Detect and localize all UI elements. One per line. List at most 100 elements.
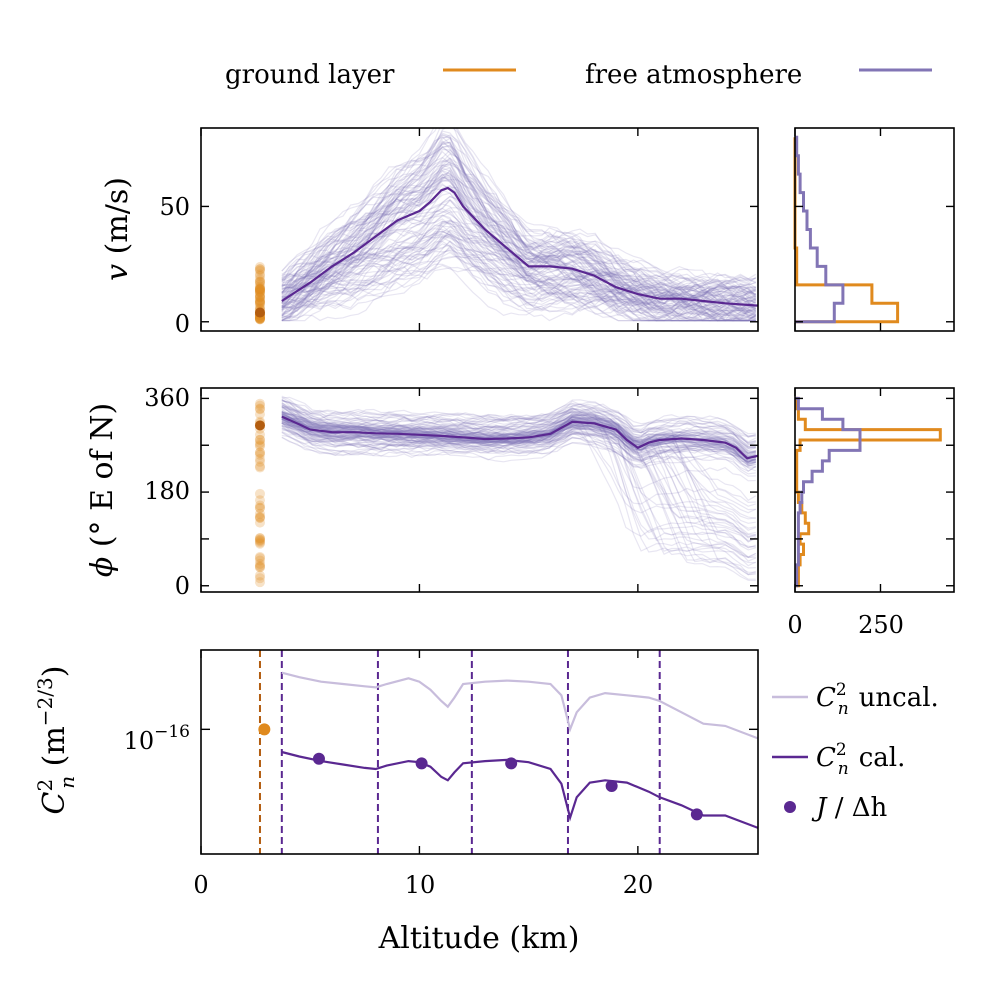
wind-direction-sample-line	[281, 436, 757, 466]
wind-direction-sample-line	[281, 400, 757, 455]
wind-direction-ground-point	[254, 462, 265, 473]
wind-direction-sample-line	[281, 413, 756, 542]
wind-speed-sample-line	[281, 157, 757, 304]
wind-speed-sample-line	[281, 192, 756, 322]
wind-direction-profile-lines	[281, 395, 757, 582]
wind-speed-ground-point	[254, 265, 265, 276]
j-point	[605, 780, 618, 792]
wind-direction-ground-point	[254, 573, 265, 584]
wind-speed-sample-line	[281, 249, 757, 322]
wind-speed-sample-line	[281, 159, 757, 310]
wind-direction-sample-line	[281, 410, 757, 445]
wind-speed-sample-line	[281, 176, 756, 318]
panel-wind-direction: 0 180 360 ϕ (° E of N)	[85, 384, 759, 600]
wind-speed-sample-line	[281, 245, 757, 322]
wind-speed-sample-line	[281, 136, 757, 305]
wind-speed-sample-line	[281, 207, 757, 322]
wind-speed-sample-line	[281, 232, 757, 315]
legend-ground-label: ground layer	[225, 60, 395, 90]
wind-direction-ground-point	[254, 553, 265, 564]
wind-direction-ground-point	[254, 555, 265, 566]
wind-speed-sample-line	[281, 218, 756, 322]
wind-direction-ground-point	[254, 447, 265, 458]
wind-direction-ground-point	[254, 536, 265, 547]
top-legend: ground layer free atmosphere	[225, 60, 932, 90]
wind-speed-sample-line	[281, 134, 757, 307]
wind-direction-ground-point	[254, 404, 265, 415]
wind-speed-sample-line	[281, 230, 757, 318]
wind-direction-sample-line	[281, 395, 756, 543]
wind-speed-sample-line	[281, 145, 756, 311]
wind-direction-sample-line	[281, 413, 756, 573]
wind-direction-sample-line	[281, 416, 756, 462]
direction-hist-frame	[794, 387, 955, 593]
wind-speed-sample-line	[281, 244, 756, 322]
wind-direction-ground-point	[254, 488, 265, 499]
wind-direction-sample-line	[281, 434, 756, 475]
wind-speed-sample-line	[281, 177, 756, 322]
wind-speed-sample-line	[281, 224, 756, 322]
wind-speed-sample-line	[281, 188, 757, 315]
wind-speed-sample-line	[281, 255, 756, 322]
wind-direction-sample-line	[281, 424, 757, 470]
wind-direction-sample-line	[281, 430, 757, 472]
panel-wind-speed-histogram	[793, 127, 955, 332]
wind-speed-ground-point	[254, 279, 265, 290]
wind-speed-ground-point	[254, 281, 265, 292]
wind-direction-sample-line	[281, 412, 757, 459]
wind-speed-sample-line	[281, 225, 756, 322]
wind-direction-sample-line	[281, 411, 756, 538]
wind-direction-sample-line	[281, 400, 756, 444]
wind-speed-sample-line	[281, 156, 757, 320]
wind-speed-sample-line	[281, 162, 757, 308]
wind-speed-ground-point	[254, 286, 265, 297]
wind-speed-sample-line	[281, 146, 756, 312]
wind-speed-sample-line	[281, 220, 756, 322]
wind-speed-ticks	[200, 128, 758, 331]
wind-speed-ground-point	[254, 276, 265, 287]
wind-direction-ground-point	[254, 562, 265, 573]
wind-direction-sample-line	[281, 402, 756, 455]
wind-direction-sample-line	[281, 409, 756, 449]
wind-direction-sample-line	[281, 425, 756, 535]
wind-direction-sample-line	[281, 422, 756, 463]
wind-direction-sample-line	[281, 425, 757, 464]
wind-speed-ground-point	[254, 287, 265, 298]
wind-speed-sample-line	[281, 233, 757, 322]
wind-speed-sample-line	[281, 251, 757, 322]
hist-xtick-250: 250	[858, 611, 904, 639]
wind-direction-sample-line	[281, 414, 756, 564]
wind-speed-sample-line	[281, 209, 757, 316]
cn2-ylabel: C2n (m−2/3)	[33, 666, 79, 815]
wind-speed-sample-line	[281, 185, 757, 318]
wind-speed-sample-line	[281, 233, 756, 314]
wind-speed-sample-line	[281, 195, 756, 316]
wind-direction-sample-line	[281, 404, 756, 453]
wind-speed-profile-lines	[281, 128, 757, 322]
wind-direction-sample-line	[281, 413, 756, 456]
wind-speed-sample-line	[281, 174, 757, 305]
wind-direction-sample-line	[281, 420, 757, 514]
wind-direction-sample-line	[281, 414, 756, 559]
wind-direction-sample-line	[281, 422, 756, 576]
wind-speed-sample-line	[281, 228, 756, 318]
wind-direction-sample-line	[281, 418, 756, 465]
wind-speed-sample-line	[281, 214, 757, 320]
wind-direction-sample-line	[281, 398, 757, 447]
wind-speed-sample-line	[281, 148, 757, 318]
wind-direction-sample-line	[281, 399, 756, 442]
wind-speed-ground-point	[254, 264, 265, 275]
wind-direction-ground-point	[254, 508, 265, 519]
v-tick-50: 50	[159, 193, 190, 221]
phi-tick-360: 360	[144, 384, 190, 412]
wind-speed-sample-line	[281, 199, 756, 313]
wind-speed-ground-point	[254, 284, 265, 295]
wind-direction-ground-point	[254, 449, 265, 460]
wind-direction-sample-line	[281, 411, 756, 539]
wind-speed-ground-point	[254, 295, 265, 306]
wind-direction-ground-point	[254, 512, 265, 523]
wind-direction-sample-line	[281, 431, 756, 469]
wind-speed-sample-line	[281, 254, 756, 318]
wind-speed-sample-line	[281, 230, 756, 322]
wind-direction-ground-point	[254, 517, 265, 528]
